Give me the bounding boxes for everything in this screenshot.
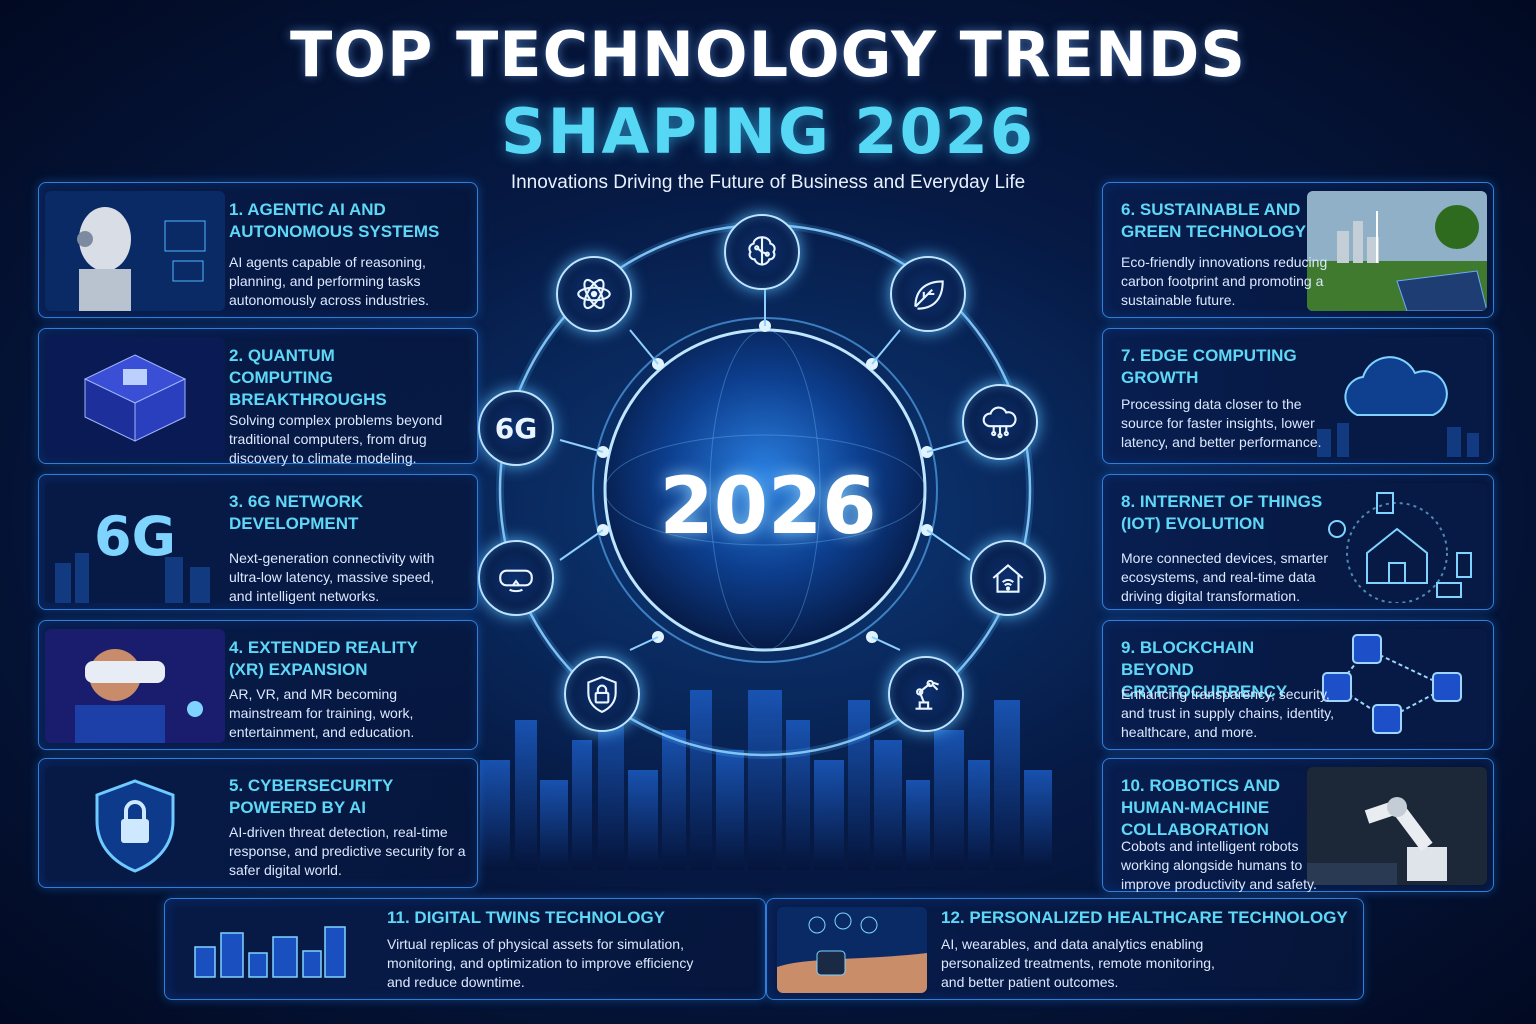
trend-card-8: 8. INTERNET OF THINGS (IOT) EVOLUTION Mo… <box>1102 474 1494 610</box>
trend-desc: AI-driven threat detection, real-time re… <box>229 824 466 878</box>
trend-desc: AR, VR, and MR becoming mainstream for t… <box>229 686 415 740</box>
brain-icon <box>724 214 800 290</box>
lock-shield-icon <box>564 656 640 732</box>
trend-title: 11. DIGITAL TWINS TECHNOLOGY <box>387 908 666 927</box>
trend-card-11: 11. DIGITAL TWINS TECHNOLOGY Virtual rep… <box>164 898 766 1000</box>
trend-card-2: 2. QUANTUM COMPUTING BREAKTHROUGHS Solvi… <box>38 328 478 466</box>
quantum-chip-image <box>45 337 225 457</box>
trend-title: 2. QUANTUM COMPUTING BREAKTHROUGHS <box>229 346 387 409</box>
trend-title: 10. ROBOTICS AND HUMAN-MACHINE COLLABORA… <box>1121 776 1281 839</box>
trend-card-6: 6. SUSTAINABLE AND GREEN TECHNOLOGY Eco-… <box>1102 182 1494 318</box>
security-shield-image <box>45 767 225 881</box>
vr-headset-icon <box>478 540 554 616</box>
trend-title: 12. PERSONALIZED HEALTHCARE TECHNOLOGY <box>941 908 1348 927</box>
robot-arm-image <box>1307 767 1487 885</box>
city-skyline <box>480 690 1052 870</box>
edge-cloud-image <box>1307 337 1487 457</box>
trend-desc: Solving complex problems beyond traditio… <box>229 412 443 466</box>
trend-card-7: 7. EDGE COMPUTING GROWTH Processing data… <box>1102 328 1494 464</box>
trend-card-12: 12. PERSONALIZED HEALTHCARE TECHNOLOGY A… <box>766 898 1364 1000</box>
wearable-health-image <box>777 907 927 993</box>
page-title-line2: SHAPING 2026 <box>501 95 1035 168</box>
6g-image-text: 6G <box>94 505 176 568</box>
trend-title: 5. CYBERSECURITY POWERED BY AI <box>229 776 394 817</box>
blockchain-cubes-image <box>1307 629 1487 743</box>
page-subtitle: Innovations Driving the Future of Busine… <box>510 172 1026 193</box>
smart-home-icon <box>970 540 1046 616</box>
leaf-icon <box>890 256 966 332</box>
cloud-icon <box>962 384 1038 460</box>
trend-card-3: 6G 3. 6G NETWORK DEVELOPMENT Next-genera… <box>38 474 478 610</box>
trend-desc: Enhancing transparency, security, and tr… <box>1121 686 1334 740</box>
trend-title: 9. BLOCKCHAIN BEYOND CRYPTOCURRENCY <box>1121 638 1288 701</box>
trend-desc: Cobots and intelligent robots working al… <box>1121 838 1317 892</box>
trend-card-9: 9. BLOCKCHAIN BEYOND CRYPTOCURRENCY Enha… <box>1102 620 1494 750</box>
trend-desc: Processing data closer to the source for… <box>1121 396 1322 450</box>
trend-card-10: 10. ROBOTICS AND HUMAN-MACHINE COLLABORA… <box>1102 758 1494 892</box>
trend-title: 6. SUSTAINABLE AND GREEN TECHNOLOGY <box>1121 200 1307 241</box>
6g-city-image: 6G <box>45 483 225 603</box>
trend-card-1: 1. AGENTIC AI AND AUTONOMOUS SYSTEMS AI … <box>38 182 478 318</box>
trend-card-4: 4. EXTENDED REALITY (XR) EXPANSION AR, V… <box>38 620 478 750</box>
trend-title: 3. 6G NETWORK DEVELOPMENT <box>229 492 364 533</box>
trend-desc: AI agents capable of reasoning, planning… <box>229 254 429 308</box>
trend-desc: Eco-friendly innovations reducing carbon… <box>1121 254 1328 308</box>
center-year: 2026 <box>659 462 877 552</box>
trend-desc: More connected devices, smarter ecosyste… <box>1121 550 1328 604</box>
trend-desc: Virtual replicas of physical assets for … <box>387 936 694 990</box>
trend-title: 7. EDGE COMPUTING GROWTH <box>1121 346 1297 387</box>
iot-house-image <box>1307 483 1487 603</box>
green-city-image <box>1307 191 1487 311</box>
trend-desc: AI, wearables, and data analytics enabli… <box>941 936 1215 990</box>
trend-title: 1. AGENTIC AI AND AUTONOMOUS SYSTEMS <box>229 200 440 241</box>
humanoid-robot-image <box>45 191 225 311</box>
trend-card-5: 5. CYBERSECURITY POWERED BY AI AI-driven… <box>38 758 478 888</box>
6g-node: 6G <box>478 390 554 466</box>
digital-twin-image <box>175 907 365 993</box>
atom-icon <box>556 256 632 332</box>
page-title-line1: TOP TECHNOLOGY TRENDS <box>289 18 1247 91</box>
trend-title: 8. INTERNET OF THINGS (IOT) EVOLUTION <box>1121 492 1323 533</box>
trend-title: 4. EXTENDED REALITY (XR) EXPANSION <box>229 638 418 679</box>
vr-user-image <box>45 629 225 743</box>
trend-desc: Next-generation connectivity with ultra-… <box>229 550 435 604</box>
robot-arm-icon <box>888 656 964 732</box>
